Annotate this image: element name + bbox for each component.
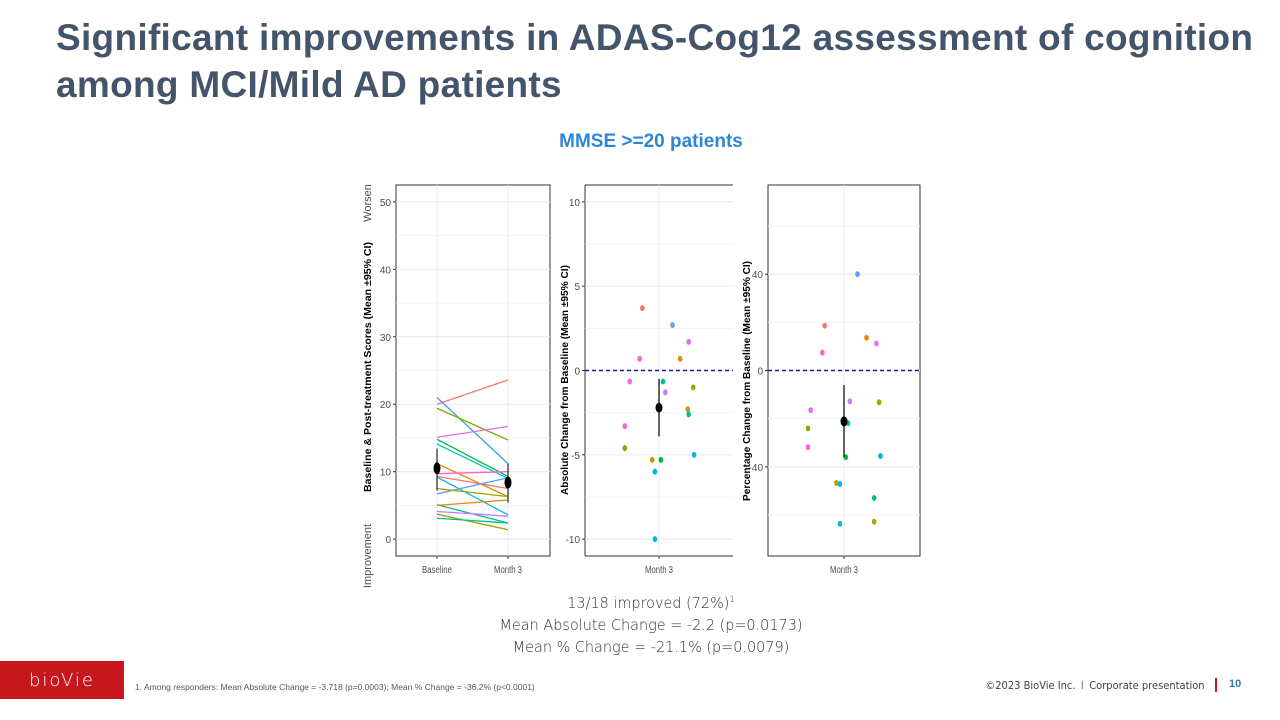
page-number: 10 xyxy=(1229,678,1242,690)
y-tick-label: -5 xyxy=(571,451,580,462)
chart-panel-percentage-change: -40 0 40 Percentage Change from Baseline (… xyxy=(741,184,921,576)
patient-point xyxy=(878,453,883,460)
patient-point xyxy=(834,480,839,487)
stat-mean-absolute-change: Mean Absolute Change = -2.2 (p=0.0173) xyxy=(499,616,803,635)
y-tick-label: 20 xyxy=(380,400,392,411)
y-tick-label: 0 xyxy=(574,367,580,378)
patient-point xyxy=(686,338,691,345)
chart-panel-baseline-month3: 0 10 20 30 40 50 Worsen Improvement Baseline … xyxy=(362,184,551,588)
copyright-text: ©2023 BioVie Inc. xyxy=(985,679,1076,692)
summary-statistics: 13/18 improved (72%)1 Mean Absolute Chan… xyxy=(464,589,838,658)
patient-point xyxy=(837,520,843,527)
x-tick-month3: Month 3 xyxy=(830,565,858,576)
patient-point xyxy=(670,321,675,328)
patient-line xyxy=(436,513,509,531)
y-tick-label: 10 xyxy=(569,198,581,209)
patient-point xyxy=(658,456,664,463)
x-tick-month3: Month 3 xyxy=(494,565,522,576)
patient-point xyxy=(837,480,843,487)
patient-point xyxy=(622,445,628,452)
patient-line xyxy=(436,407,509,441)
presentation-name: Corporate presentation xyxy=(1089,679,1205,692)
patient-point xyxy=(691,451,697,458)
y-axis-label-percentage-change: Percentage Change from Baseline (Mean ±9… xyxy=(741,261,753,501)
biovie-logo: bioVie xyxy=(0,661,124,699)
patient-point xyxy=(805,444,811,451)
patient-point xyxy=(847,398,853,405)
side-label-worsen: Worsen xyxy=(362,184,374,222)
patient-line xyxy=(436,476,509,516)
x-tick-baseline: Baseline xyxy=(422,565,452,576)
patient-point xyxy=(637,355,642,362)
side-label-improvement: Improvement xyxy=(362,524,374,588)
patient-point xyxy=(820,349,825,356)
patient-point xyxy=(871,494,877,501)
footnote: 1. Among responders: Mean Absolute Chang… xyxy=(135,682,535,692)
patient-point xyxy=(808,407,813,414)
y-tick-label: 40 xyxy=(752,270,764,281)
page-divider xyxy=(1215,678,1217,692)
patient-point xyxy=(677,355,683,362)
patient-line xyxy=(436,499,509,507)
stat-improved-text: 13/18 improved (72%) xyxy=(567,594,730,613)
patient-point xyxy=(686,411,691,418)
patient-point xyxy=(822,322,827,329)
y-tick-label: 5 xyxy=(574,282,580,293)
stat-mean-percent-change: Mean % Change = -21.1% (p=0.0079) xyxy=(512,638,790,657)
patient-point xyxy=(805,425,811,432)
patient-point xyxy=(876,399,882,406)
patient-point xyxy=(652,468,658,475)
x-tick-month3: Month 3 xyxy=(645,565,673,576)
y-tick-label: 10 xyxy=(380,468,392,479)
y-tick-label: 0 xyxy=(385,535,391,546)
y-tick-label: 30 xyxy=(380,333,392,344)
y-axis-label-scores: Baseline & Post-treatment Scores (Mean ±… xyxy=(362,242,374,492)
patient-point xyxy=(874,340,879,347)
y-tick-label: -10 xyxy=(566,535,581,546)
patient-line xyxy=(436,487,509,498)
slide-title: Significant improvements in ADAS-Cog12 a… xyxy=(56,17,1254,105)
patient-point xyxy=(855,271,860,278)
patient-point xyxy=(871,518,877,525)
patient-point xyxy=(660,378,666,385)
patient-line xyxy=(436,443,509,480)
patient-point xyxy=(640,305,645,312)
mean-point xyxy=(840,416,848,427)
patient-point xyxy=(843,454,849,461)
footer-separator: I xyxy=(1081,679,1085,692)
patient-line xyxy=(436,477,509,495)
mean-point xyxy=(504,476,512,489)
y-tick-label: 50 xyxy=(380,198,392,209)
y-axis-label-absolute-change: Absolute Change from Baseline (Mean ±95%… xyxy=(559,265,571,495)
y-tick-label: 0 xyxy=(757,367,763,378)
patient-point xyxy=(690,384,696,391)
patient-point xyxy=(622,423,628,430)
mean-point xyxy=(433,462,441,475)
patient-point xyxy=(627,378,633,385)
patient-line xyxy=(436,510,509,517)
stat-improved: 13/18 improved (72%)1 xyxy=(464,589,838,614)
patient-point xyxy=(685,406,691,413)
patient-point xyxy=(649,456,655,463)
footer-copyright: ©2023 BioVie Inc. I Corporate presentation xyxy=(986,679,1205,692)
patient-line xyxy=(436,438,509,477)
footnote-marker: 1 xyxy=(729,595,735,605)
patient-line xyxy=(436,462,509,498)
patient-point xyxy=(864,334,869,341)
y-tick-label: -40 xyxy=(749,463,764,474)
patient-line xyxy=(436,471,509,475)
patient-line xyxy=(436,425,509,438)
patient-line xyxy=(436,379,509,405)
chart-panel-absolute-change: -10 -5 0 5 10 Absolute Change from Baseline … xyxy=(559,184,733,576)
chart-subtitle: MMSE >=20 patients xyxy=(559,131,743,152)
mean-point xyxy=(655,402,663,413)
patient-line xyxy=(436,517,509,524)
patient-point xyxy=(663,389,668,396)
patient-point xyxy=(652,536,658,543)
patient-line xyxy=(436,475,509,490)
patient-line xyxy=(436,397,509,465)
y-tick-label: 40 xyxy=(380,265,392,276)
